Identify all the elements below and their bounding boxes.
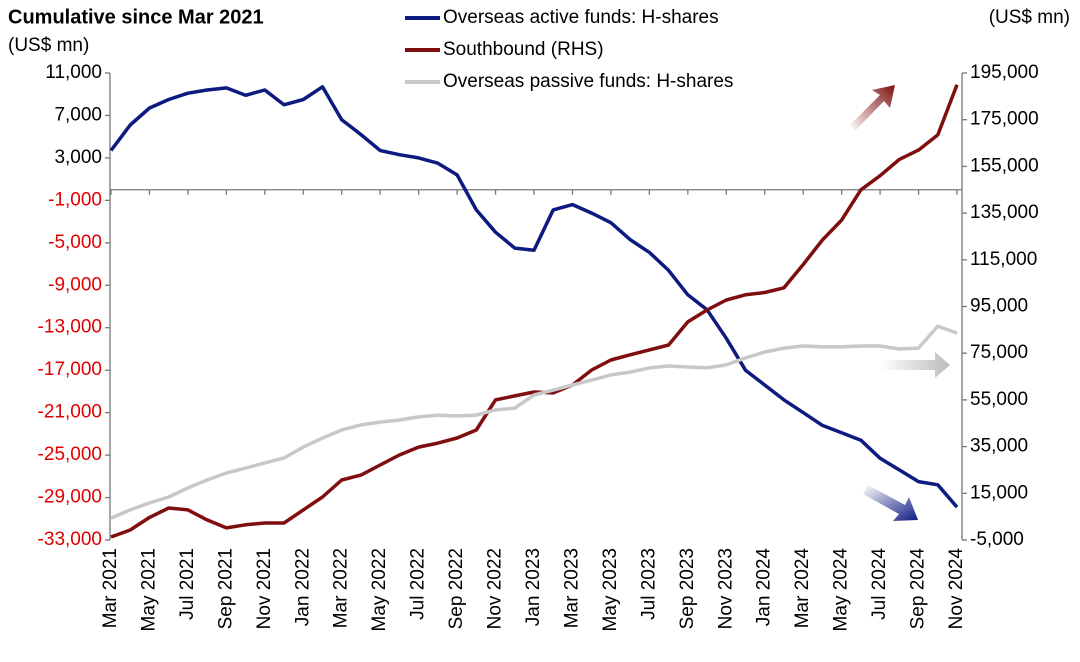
y2-tick-label: 15,000: [970, 482, 1028, 503]
x-tick-label: Nov 2024: [946, 548, 967, 630]
y-tick-label: -17,000: [38, 359, 102, 380]
x-tick-label: Mar 2022: [331, 548, 352, 628]
x-tick-label: Sep 2024: [908, 548, 929, 630]
x-tick-label: Sep 2023: [677, 548, 698, 629]
x-tick-label: Jan 2023: [523, 548, 544, 626]
arrow: [863, 485, 918, 521]
y-tick-label: -9,000: [48, 274, 102, 295]
y-tick-label: -13,000: [38, 317, 102, 338]
y2-tick-label: 195,000: [970, 62, 1039, 83]
y-axis-label: (US$ mn): [8, 35, 89, 56]
y2-tick-label: -5,000: [970, 529, 1024, 550]
legend-label: Southbound (RHS): [443, 39, 604, 60]
x-tick-label: Jan 2024: [754, 548, 775, 627]
chart-title: Cumulative since Mar 2021: [8, 6, 264, 28]
y-tick-label: -5,000: [48, 232, 102, 253]
y2-tick-label: 75,000: [970, 342, 1028, 363]
x-tick-label: Nov 2023: [715, 548, 736, 629]
x-tick-label: Nov 2022: [485, 548, 506, 629]
y2-axis-label: (US$ mn): [989, 7, 1070, 28]
x-tick-label: Jan 2022: [292, 548, 313, 626]
x-tick-label: Jul 2023: [638, 548, 659, 620]
y2-tick-label: 35,000: [970, 436, 1028, 457]
y-tick-label: -21,000: [38, 402, 102, 423]
x-tick-label: Jul 2021: [177, 548, 198, 620]
x-tick-label: May 2021: [138, 548, 159, 631]
x-tick-label: Nov 2021: [254, 548, 275, 629]
y2-tick-label: 55,000: [970, 389, 1028, 410]
y2-tick-label: 155,000: [970, 155, 1039, 176]
y2-tick-label: 175,000: [970, 109, 1039, 130]
x-tick-label: Mar 2023: [561, 548, 582, 628]
y2-tick-label: 95,000: [970, 296, 1028, 317]
arrow: [880, 352, 950, 378]
x-tick-label: May 2022: [369, 548, 390, 631]
y-tick-label: -29,000: [38, 487, 102, 508]
x-tick-label: May 2023: [600, 548, 621, 631]
arrow: [850, 85, 895, 131]
x-tick-label: Sep 2022: [446, 548, 467, 629]
x-tick-label: Mar 2021: [100, 548, 121, 628]
y-tick-label: -33,000: [38, 529, 102, 550]
x-tick-label: Jul 2024: [869, 548, 890, 620]
x-tick-label: Jul 2022: [408, 548, 429, 620]
y2-tick-label: 135,000: [970, 202, 1039, 223]
x-tick-label: Mar 2024: [792, 548, 813, 629]
legend-label: Overseas active funds: H-shares: [443, 7, 719, 28]
y-tick-label: -25,000: [38, 444, 102, 465]
x-tick-label: May 2024: [831, 548, 852, 632]
legend-label: Overseas passive funds: H-shares: [443, 71, 733, 92]
y-tick-label: 3,000: [54, 147, 102, 168]
series-line: [110, 84, 959, 539]
y-tick-label: 11,000: [45, 62, 102, 83]
series-line: [110, 324, 958, 520]
y-tick-label: 7,000: [54, 104, 102, 125]
y-tick-label: -1,000: [48, 189, 102, 210]
series-line: [109, 85, 959, 509]
x-tick-label: Sep 2021: [215, 548, 236, 629]
y2-tick-label: 115,000: [970, 249, 1037, 270]
